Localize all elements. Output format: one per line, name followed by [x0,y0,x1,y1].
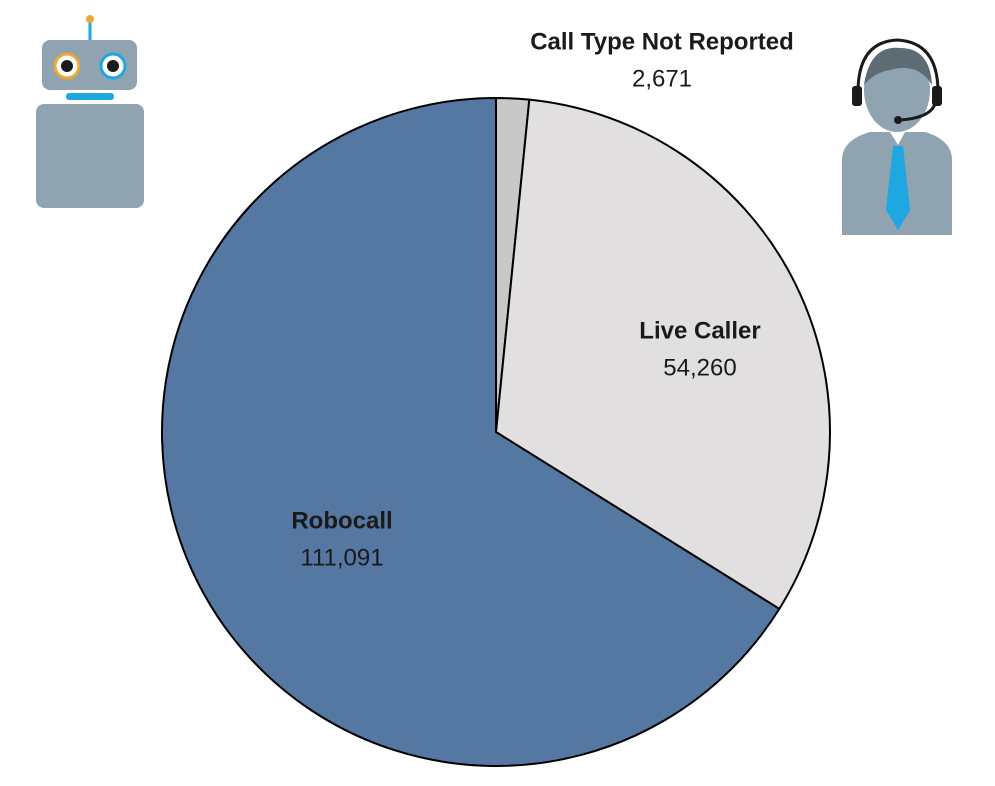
pie-slice [161,96,781,767]
slice-value: 111,091 [300,544,383,571]
slice-value: 2,671 [632,65,692,92]
slice-label: Robocall [291,507,392,534]
pie-slice [494,98,831,611]
slice-label: Call Type Not Reported [530,28,794,55]
person-icon [842,38,952,235]
slice-label: Live Caller [639,317,760,344]
slice-value: 54,260 [663,354,736,381]
robot-icon [36,15,144,208]
